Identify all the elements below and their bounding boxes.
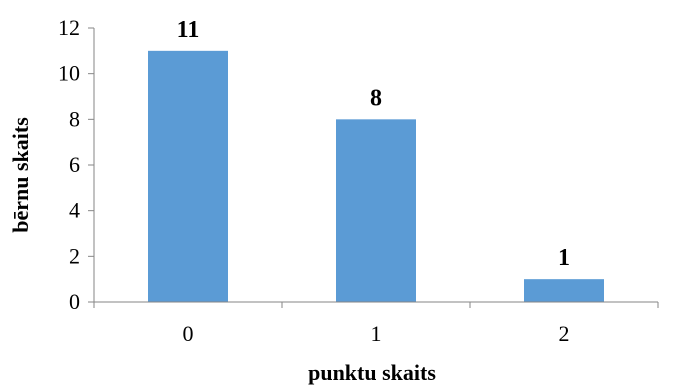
x-tick-label: 0 — [183, 321, 194, 346]
data-labels: 11 8 1 — [177, 17, 570, 271]
x-axis-ticks: 0 1 2 — [93, 302, 659, 346]
bar — [148, 50, 228, 303]
y-tick-label: 6 — [69, 152, 80, 177]
bars — [148, 50, 604, 303]
y-axis-ticks: 0 2 4 6 8 10 12 — [58, 15, 94, 314]
y-tick-label: 0 — [69, 289, 80, 314]
bar-value-label: 8 — [370, 85, 382, 111]
y-tick-label: 12 — [58, 15, 80, 40]
x-tick-label: 2 — [559, 321, 570, 346]
y-tick-label: 8 — [69, 106, 80, 131]
x-axis-title: punktu skaits — [308, 360, 436, 385]
bar — [336, 119, 416, 302]
y-tick-label: 10 — [58, 61, 80, 86]
y-tick-label: 2 — [69, 243, 80, 268]
bar — [524, 279, 604, 302]
bar-value-label: 1 — [558, 245, 570, 271]
y-tick-label: 4 — [69, 198, 80, 223]
y-axis-title: bērnu skaits — [8, 117, 33, 233]
x-tick-label: 1 — [371, 321, 382, 346]
bar-value-label: 11 — [177, 17, 200, 43]
